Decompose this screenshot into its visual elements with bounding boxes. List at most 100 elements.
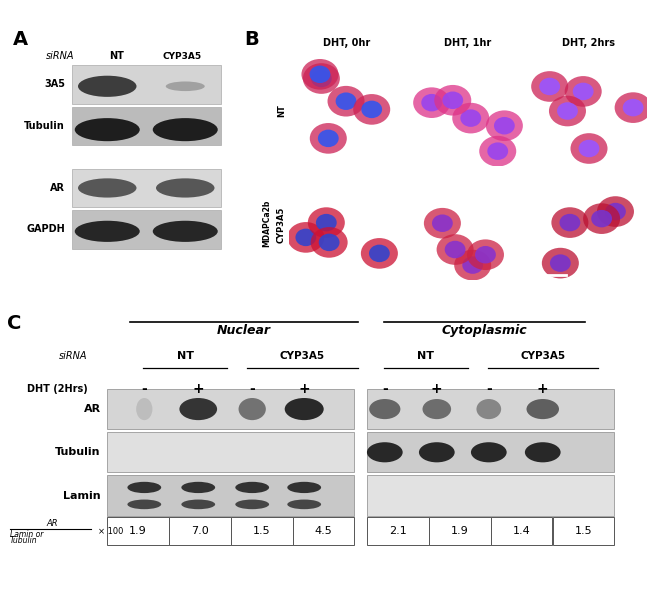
Text: Tubulin: Tubulin xyxy=(24,121,65,131)
Text: +: + xyxy=(537,382,549,396)
Bar xyxy=(107,432,354,472)
Ellipse shape xyxy=(239,398,266,420)
Ellipse shape xyxy=(475,246,496,263)
Ellipse shape xyxy=(623,99,644,117)
Text: Nuclear: Nuclear xyxy=(216,324,271,337)
Text: Tubulin: Tubulin xyxy=(55,448,101,457)
Bar xyxy=(367,432,614,472)
Ellipse shape xyxy=(287,222,324,253)
Ellipse shape xyxy=(296,229,317,246)
Ellipse shape xyxy=(181,482,215,493)
Ellipse shape xyxy=(361,238,398,269)
Text: 7.0: 7.0 xyxy=(191,526,209,536)
Bar xyxy=(107,475,354,516)
Text: DHT (2Hrs): DHT (2Hrs) xyxy=(27,384,88,394)
Ellipse shape xyxy=(479,136,516,166)
Text: NT: NT xyxy=(177,352,194,361)
Bar xyxy=(491,517,552,545)
Text: 1.9: 1.9 xyxy=(451,526,469,536)
Ellipse shape xyxy=(578,140,599,157)
Ellipse shape xyxy=(462,256,483,274)
Text: CYP3A5: CYP3A5 xyxy=(520,352,566,361)
Text: -: - xyxy=(382,382,387,396)
Ellipse shape xyxy=(605,203,626,220)
Ellipse shape xyxy=(551,207,588,238)
Text: 1.4: 1.4 xyxy=(513,526,530,536)
Ellipse shape xyxy=(127,500,161,509)
Ellipse shape xyxy=(309,66,330,83)
Text: A: A xyxy=(13,30,28,49)
Ellipse shape xyxy=(434,85,471,115)
Ellipse shape xyxy=(166,82,205,91)
Ellipse shape xyxy=(78,178,136,198)
Text: B: B xyxy=(244,30,259,49)
Text: siRNA: siRNA xyxy=(46,52,74,61)
Ellipse shape xyxy=(550,255,571,272)
Ellipse shape xyxy=(421,94,442,111)
Text: -: - xyxy=(250,382,255,396)
Ellipse shape xyxy=(467,239,504,270)
Ellipse shape xyxy=(437,234,474,265)
Text: 2.1: 2.1 xyxy=(389,526,407,536)
Ellipse shape xyxy=(454,250,491,281)
Ellipse shape xyxy=(369,399,400,419)
Text: +: + xyxy=(431,382,443,396)
Text: -: - xyxy=(142,382,147,396)
Text: NT: NT xyxy=(277,105,286,117)
Ellipse shape xyxy=(413,88,450,118)
Ellipse shape xyxy=(235,500,269,509)
Ellipse shape xyxy=(471,442,507,462)
Bar xyxy=(429,517,491,545)
Text: CYP3A5: CYP3A5 xyxy=(277,207,286,243)
Ellipse shape xyxy=(573,83,593,100)
Bar xyxy=(292,517,354,545)
Text: 1.5: 1.5 xyxy=(575,526,592,536)
Ellipse shape xyxy=(127,482,161,493)
Text: +: + xyxy=(298,382,310,396)
Ellipse shape xyxy=(78,76,136,97)
Ellipse shape xyxy=(432,214,453,232)
Text: NT: NT xyxy=(417,352,434,361)
Bar xyxy=(231,517,292,545)
Text: DHT, 0hr: DHT, 0hr xyxy=(324,38,370,49)
Ellipse shape xyxy=(494,117,515,134)
Text: CYP3A5: CYP3A5 xyxy=(280,352,325,361)
Text: -: - xyxy=(486,382,491,396)
Ellipse shape xyxy=(460,110,481,127)
Bar xyxy=(169,517,231,545)
Ellipse shape xyxy=(476,399,501,419)
Ellipse shape xyxy=(486,110,523,141)
Ellipse shape xyxy=(422,399,451,419)
Bar xyxy=(72,107,221,145)
Text: Lamin: Lamin xyxy=(63,491,101,500)
Bar xyxy=(72,210,221,249)
Text: siRNA: siRNA xyxy=(59,352,88,361)
Ellipse shape xyxy=(583,203,620,234)
Ellipse shape xyxy=(540,78,560,95)
Ellipse shape xyxy=(287,500,321,509)
Ellipse shape xyxy=(136,398,152,420)
Bar xyxy=(552,517,614,545)
Ellipse shape xyxy=(592,210,612,227)
Ellipse shape xyxy=(445,241,465,258)
Ellipse shape xyxy=(311,227,348,258)
Ellipse shape xyxy=(153,221,218,242)
Ellipse shape xyxy=(571,133,608,164)
Text: GAPDH: GAPDH xyxy=(26,224,65,234)
Text: Cytoplasmic: Cytoplasmic xyxy=(441,324,527,337)
Ellipse shape xyxy=(156,178,214,198)
Ellipse shape xyxy=(452,103,489,133)
Text: 4.5: 4.5 xyxy=(315,526,332,536)
Ellipse shape xyxy=(235,482,269,493)
Ellipse shape xyxy=(75,221,140,242)
Text: 1.5: 1.5 xyxy=(253,526,270,536)
Ellipse shape xyxy=(557,102,578,120)
Ellipse shape xyxy=(302,59,339,89)
Text: AR: AR xyxy=(46,519,58,527)
Bar xyxy=(107,517,169,545)
Ellipse shape xyxy=(179,398,217,420)
Ellipse shape xyxy=(424,208,461,239)
Ellipse shape xyxy=(75,118,140,141)
Ellipse shape xyxy=(361,101,382,118)
Ellipse shape xyxy=(153,118,218,141)
